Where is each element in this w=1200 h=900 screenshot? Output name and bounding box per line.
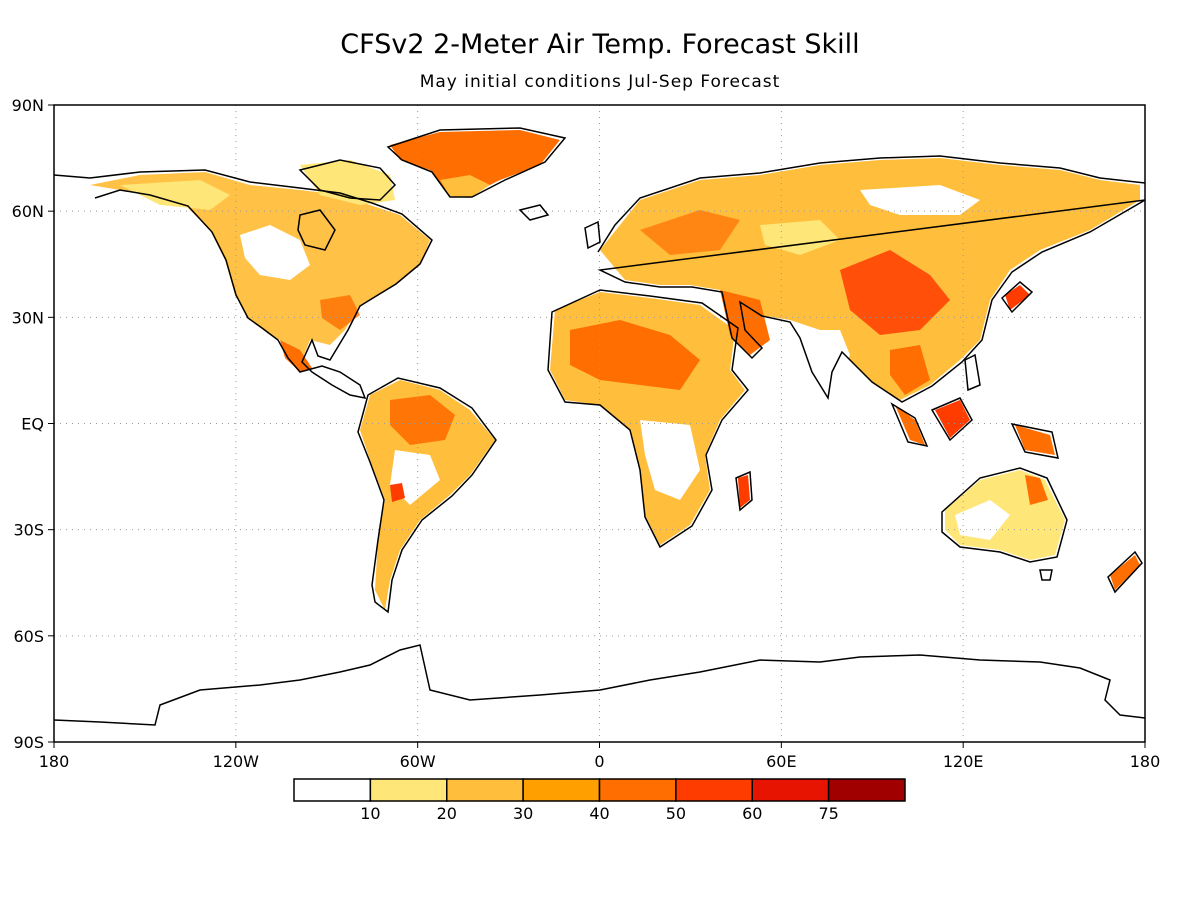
lat-tick-label: 60S [13,627,44,646]
lat-tick-label: 30S [13,521,44,540]
coast-tasmania [1039,569,1053,581]
shade-eus [320,295,360,330]
colorbar-swatch [369,778,448,802]
coast-arctic-islands [298,159,397,201]
shade-south-america [360,380,495,610]
shade-greenland-light [440,175,490,198]
lon-tick-label: 0 [594,752,604,771]
shade-new-guinea [1015,425,1055,455]
colorbar-swatch [522,778,601,802]
shade-china-hot [840,250,950,335]
colorbar-labels: 10 20 30 40 50 60 75 [360,804,839,823]
coast-hudson [297,209,336,251]
lon-tick-label: 120W [213,752,260,771]
shade-russia-mid [640,210,740,255]
colorbar-swatch [827,778,906,802]
lon-tick-label: 180 [39,752,70,771]
map-subtitle: May initial conditions Jul-Sep Forecast [420,72,781,92]
lon-tick-label: 60W [400,752,436,771]
coast-eurasia [597,155,1146,403]
coastlines [53,127,1146,726]
coast-south-america [357,377,497,614]
colorbar-swatch [446,778,524,802]
lat-tick-label: 90N [12,96,44,115]
coast-africa [547,289,749,549]
shade-na-white [240,225,310,280]
map-title: CFSv2 2-Meter Air Temp. Forecast Skill [340,29,859,60]
coast-uk [584,220,601,250]
colorbar-swatch [675,778,753,802]
shade-madagascar [738,475,750,508]
shade-sa-spot [390,483,405,502]
coast-greenland [386,127,567,198]
colorbar-label: 75 [818,804,838,823]
coast-madagascar [735,470,753,512]
coast-iceland [518,204,550,221]
coast-australia [941,467,1068,563]
shade-australia-hot [1025,475,1048,505]
colorbar-swatch [293,778,372,802]
lon-tick-label: 60E [766,752,796,771]
colorbar-label: 50 [666,804,686,823]
shade-greenland [390,130,560,195]
shade-seasia [890,345,930,395]
shade-new-zealand [1110,555,1140,590]
colorbar-label: 10 [360,804,380,823]
latitude-ticks: 90N 60N 30N EQ 30S 60S 90S [12,96,54,752]
map-area [53,104,1146,743]
shade-india [800,330,850,395]
colorbar-label: 40 [589,804,609,823]
lat-tick-label: 30N [12,308,44,327]
lat-tick-label: 60N [12,202,44,221]
longitude-ticks: 180 120W 60W 0 60E 120E 180 [39,742,1161,771]
shade-sahara-hot [570,320,700,390]
shade-sa-amazon [390,395,455,445]
colorbar-swatch [598,778,677,802]
coast-new-guinea [1010,422,1059,459]
colorbar-label: 30 [513,804,533,823]
lat-tick-label: 90S [13,733,44,752]
coast-japan [1000,281,1034,314]
colorbar-label: 60 [742,804,762,823]
coast-antarctica [53,644,1146,726]
colorbar-label: 20 [437,804,457,823]
colorbar [293,778,906,802]
lat-tick-label: EQ [21,415,44,434]
shade-na-light [120,180,230,210]
shade-africa-white [640,420,700,500]
lon-tick-label: 120E [943,752,984,771]
coast-new-zealand [1107,550,1143,594]
shade-siberia-white [860,185,980,215]
coast-borneo [930,397,973,442]
map-gridlines [54,105,1145,742]
shade-borneo [935,400,970,438]
coast-sumatra [890,402,929,448]
shade-canada-arctic [300,160,395,205]
shade-mideast-hot [720,290,770,355]
colorbar-swatch [751,778,830,802]
shade-sumatra [895,405,925,445]
coast-north-america [53,169,433,400]
shade-japan [1005,285,1030,310]
coast-philippines [964,353,981,392]
lon-tick-label: 180 [1130,752,1161,771]
